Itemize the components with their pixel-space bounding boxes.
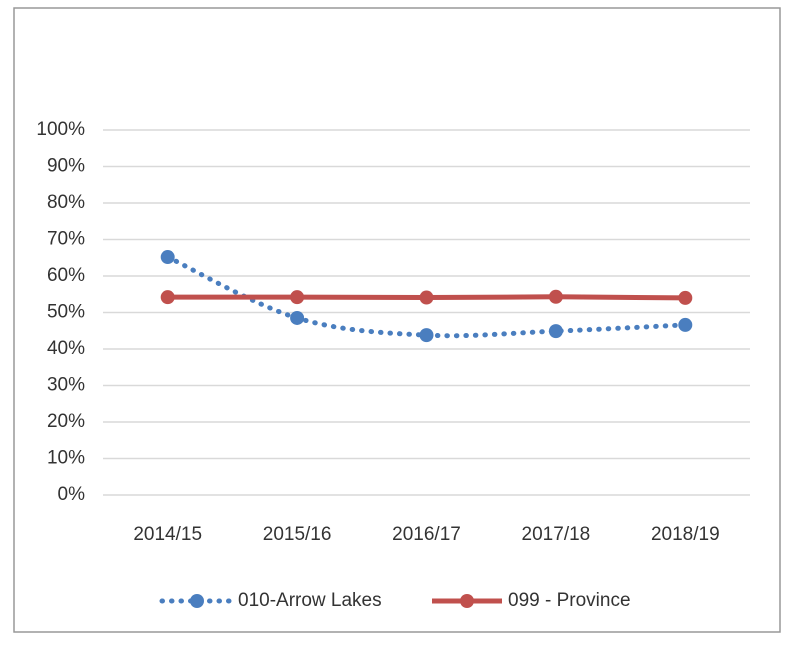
data-point: [419, 290, 434, 305]
chart-frame: [13, 7, 781, 633]
data-point: [160, 290, 175, 305]
legend-marker: [190, 594, 204, 608]
data-point: [419, 328, 434, 343]
data-point: [290, 290, 305, 305]
x-tick-label: 2018/19: [651, 524, 720, 545]
y-tick-label: 90%: [47, 156, 85, 177]
data-point: [548, 324, 563, 339]
y-tick-label: 30%: [47, 375, 85, 396]
legend-label: 099 - Province: [508, 590, 631, 611]
y-tick-label: 0%: [58, 484, 86, 505]
y-tick-label: 10%: [47, 448, 85, 469]
y-tick-label: 100%: [36, 119, 85, 140]
x-tick-label: 2014/15: [133, 524, 202, 545]
x-tick-label: 2017/18: [522, 524, 591, 545]
y-tick-label: 20%: [47, 411, 85, 432]
y-tick-label: 50%: [47, 302, 85, 323]
legend-label: 010-Arrow Lakes: [238, 590, 382, 611]
data-point: [678, 317, 693, 332]
data-point: [678, 290, 693, 305]
y-tick-label: 70%: [47, 229, 85, 250]
data-point: [160, 250, 175, 265]
y-tick-label: 60%: [47, 265, 85, 286]
y-tick-label: 40%: [47, 338, 85, 359]
data-point: [290, 310, 305, 325]
y-tick-label: 80%: [47, 192, 85, 213]
data-point: [548, 289, 563, 304]
x-tick-label: 2015/16: [263, 524, 332, 545]
x-tick-label: 2016/17: [392, 524, 461, 545]
legend-marker: [460, 594, 474, 608]
